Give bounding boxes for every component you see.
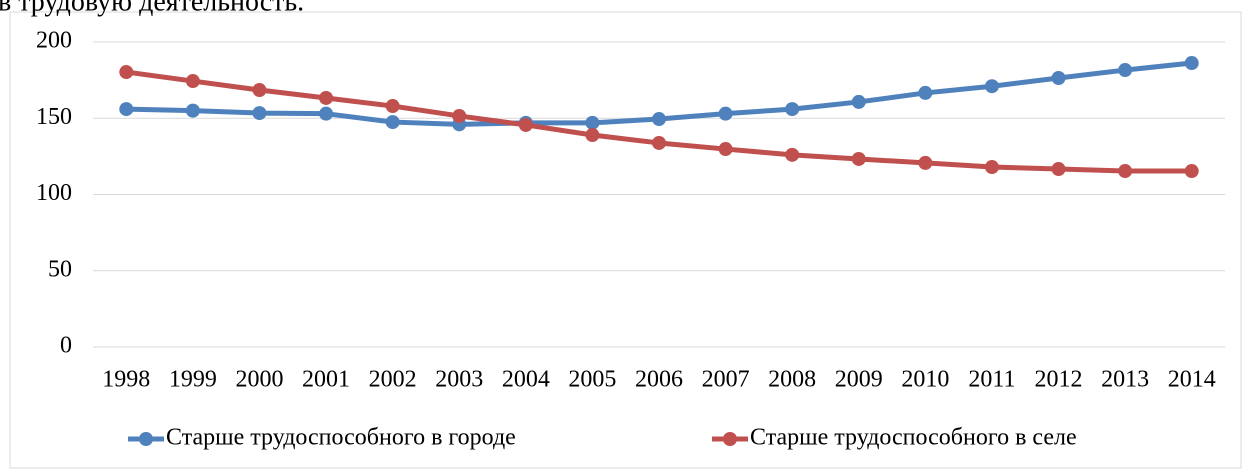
y-tick-label: 50 <box>48 256 72 282</box>
point <box>918 155 933 170</box>
point <box>1051 70 1066 85</box>
point <box>119 102 134 117</box>
y-tick-label: 150 <box>36 104 72 130</box>
x-tick-label: 2011 <box>968 367 1015 393</box>
x-tick-label: 2000 <box>235 367 283 393</box>
point <box>1184 56 1199 71</box>
point <box>652 112 666 127</box>
legend-label: Старше трудоспособного в городе <box>166 425 516 451</box>
point <box>851 151 866 166</box>
point <box>319 90 334 105</box>
point <box>585 128 600 143</box>
point <box>452 108 467 123</box>
point <box>718 142 733 157</box>
y-tick-label: 200 <box>36 28 72 54</box>
x-tick-label: 2001 <box>302 367 350 393</box>
legend-marker <box>139 432 153 446</box>
point <box>518 117 533 132</box>
point <box>1184 164 1199 179</box>
point <box>185 103 200 118</box>
x-tick-label: 1998 <box>102 367 150 393</box>
point <box>385 115 400 130</box>
x-tick-label: 2002 <box>369 367 417 393</box>
point <box>1118 63 1133 78</box>
point <box>785 102 800 117</box>
chart-frame <box>9 11 1242 469</box>
point <box>319 106 334 121</box>
point <box>785 147 800 162</box>
x-tick-label: 2004 <box>502 367 550 393</box>
legend-marker <box>723 432 737 446</box>
point <box>984 160 999 175</box>
point <box>252 83 267 98</box>
x-tick-label: 2007 <box>702 367 750 393</box>
point <box>252 106 267 121</box>
legend-label: Старше трудоспособного в селе <box>750 425 1077 451</box>
x-tick-label: 2005 <box>568 367 616 393</box>
x-tick-label: 2008 <box>768 367 816 393</box>
point <box>1051 162 1066 177</box>
x-tick-label: 2012 <box>1035 367 1083 393</box>
point <box>119 65 134 80</box>
x-tick-label: 2014 <box>1168 367 1216 393</box>
x-tick-label: 1999 <box>169 367 217 393</box>
y-tick-label: 0 <box>60 333 72 359</box>
point <box>918 85 933 100</box>
point <box>185 74 200 89</box>
point <box>1118 164 1133 179</box>
x-tick-label: 2006 <box>635 367 683 393</box>
point <box>652 135 666 150</box>
point <box>984 79 999 94</box>
x-tick-label: 2010 <box>901 367 949 393</box>
y-tick-label: 100 <box>36 180 72 206</box>
point <box>718 106 733 121</box>
x-tick-label: 2003 <box>435 367 483 393</box>
point <box>585 115 600 130</box>
header-text: в трудовую деятельность. <box>0 0 304 17</box>
point <box>851 94 866 109</box>
point <box>385 99 400 114</box>
x-tick-label: 2009 <box>835 367 883 393</box>
x-tick-label: 2013 <box>1101 367 1149 393</box>
